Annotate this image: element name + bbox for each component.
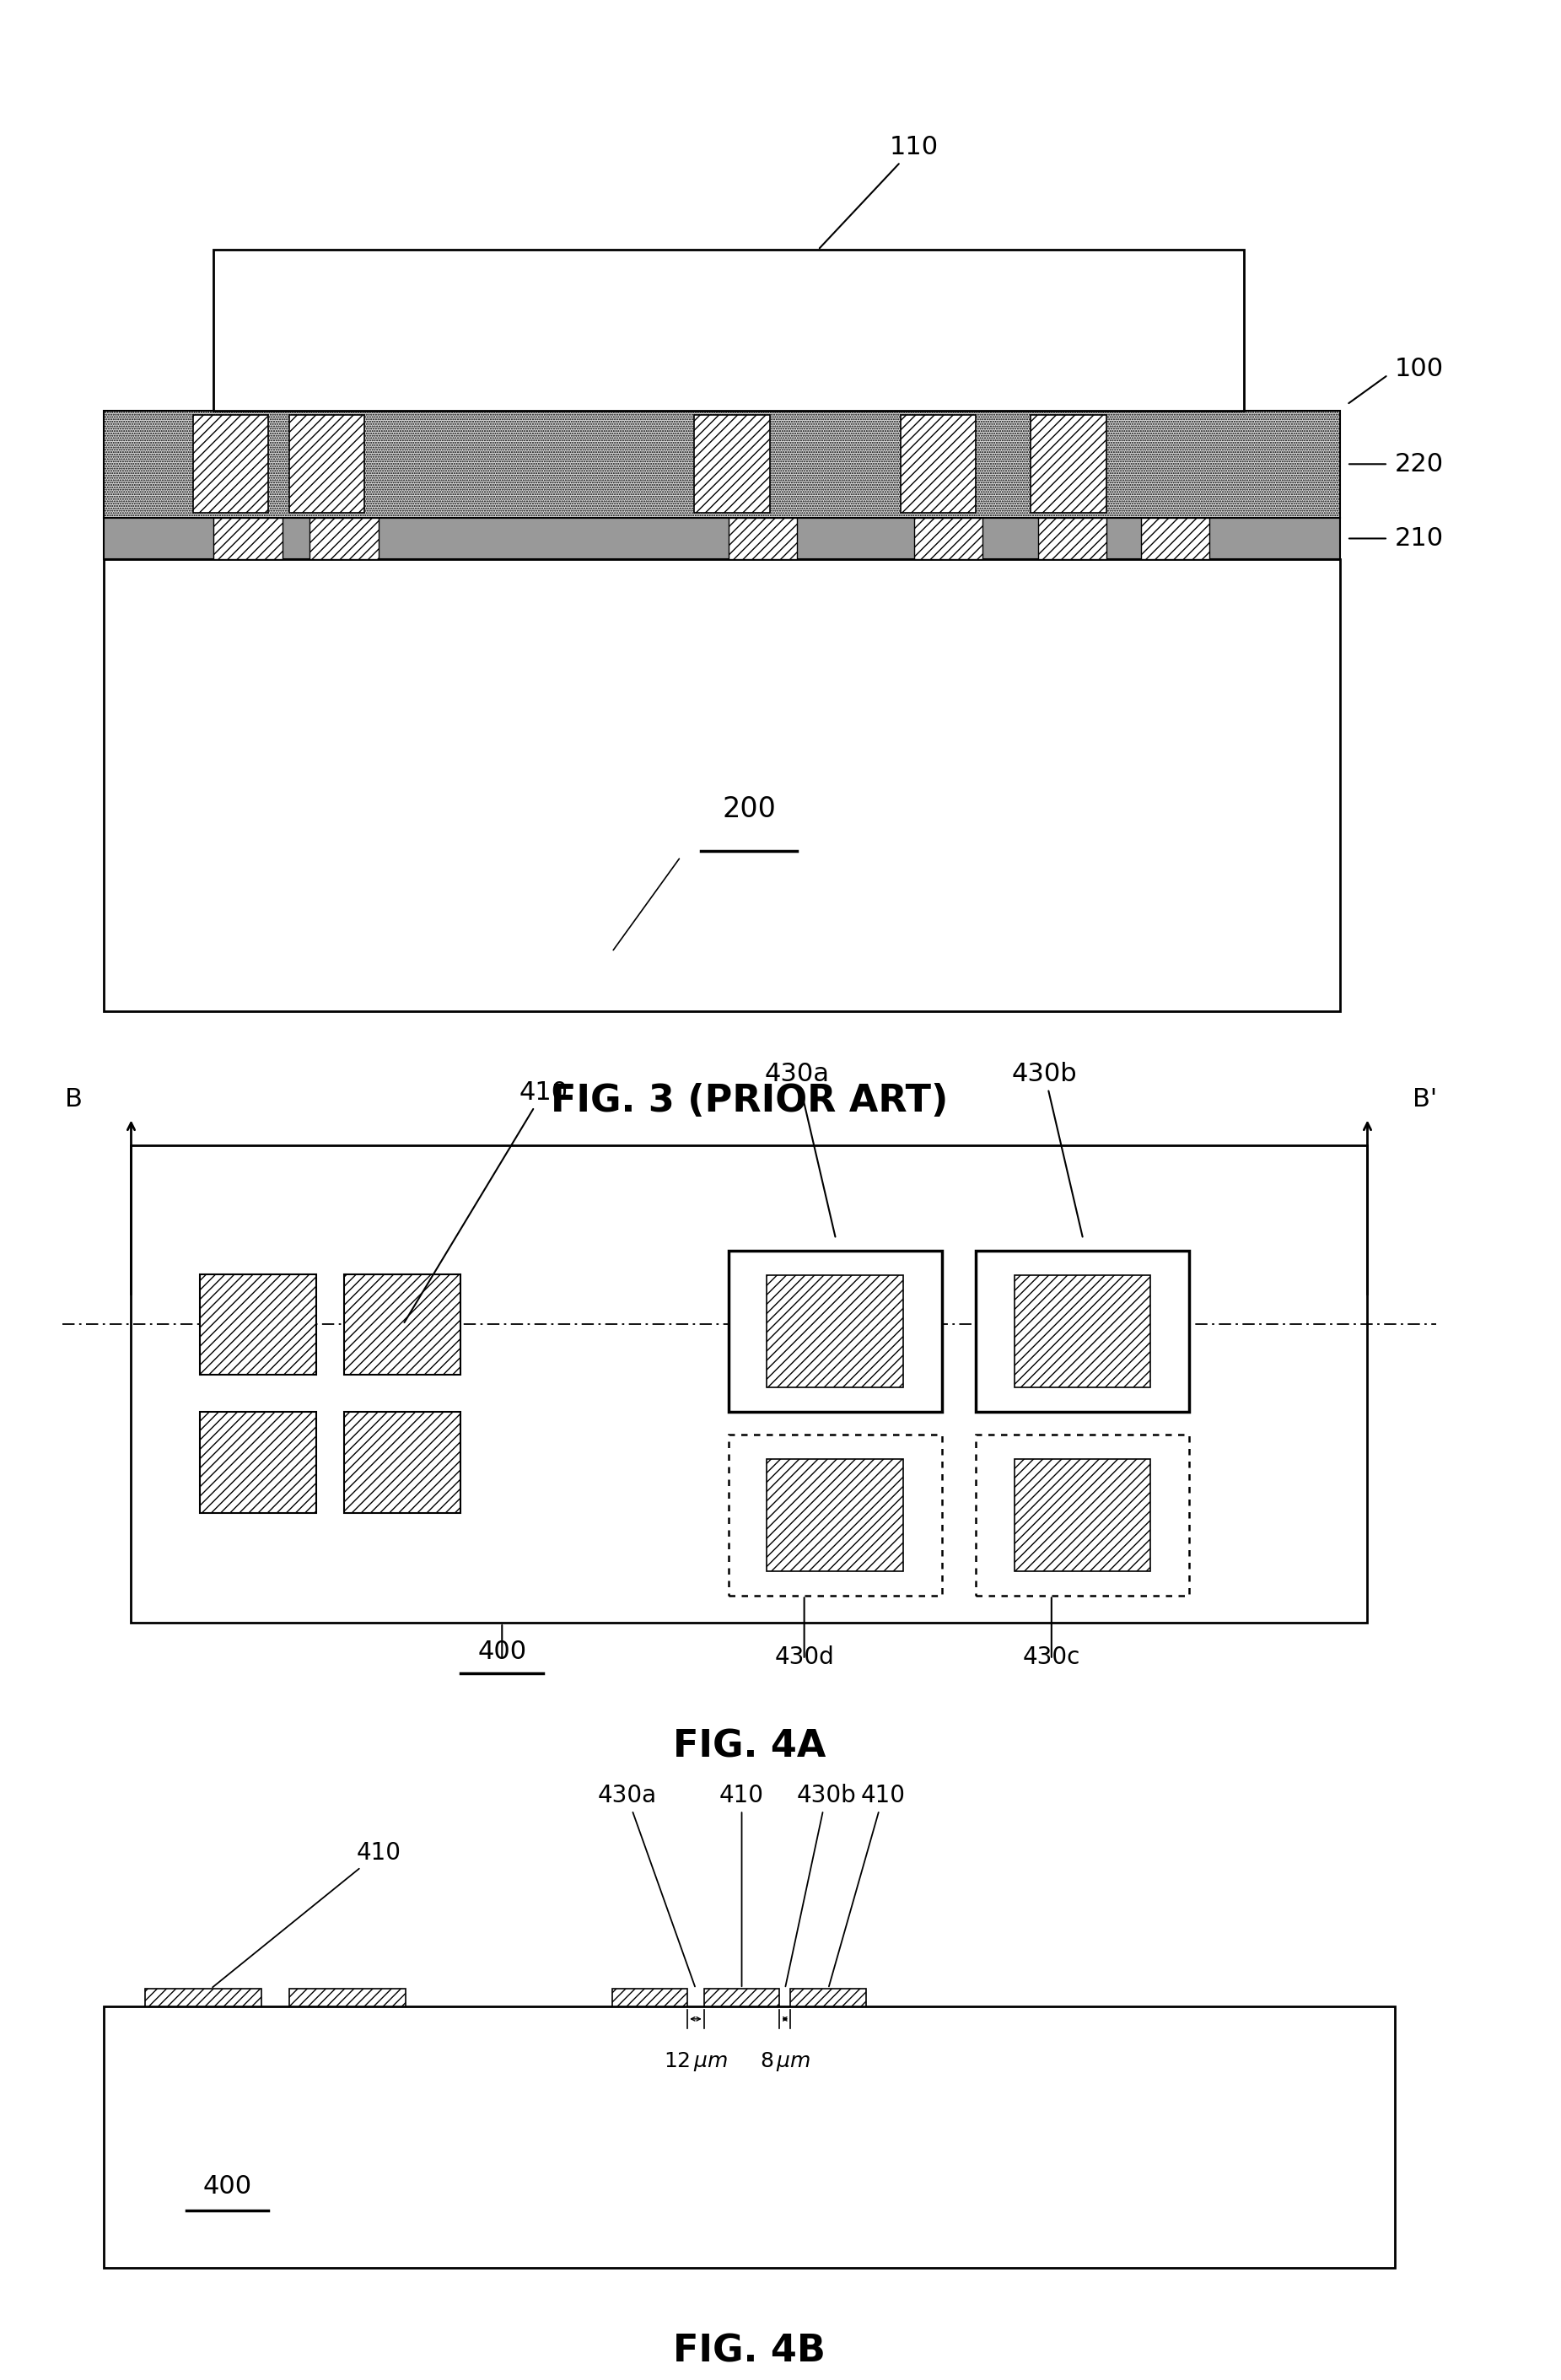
Bar	[103, 559, 1339, 1012]
Bar	[695, 414, 770, 512]
Text: 210: 210	[1396, 526, 1444, 550]
Text: 430d: 430d	[774, 1645, 834, 1668]
Bar	[103, 409, 1339, 516]
Bar	[289, 1990, 406, 2006]
Bar	[915, 519, 983, 559]
Bar	[1015, 1276, 1150, 1388]
Bar	[145, 1990, 262, 2006]
Text: B': B'	[1413, 1088, 1438, 1111]
Bar	[901, 414, 976, 512]
Text: 200: 200	[723, 795, 776, 823]
Text: 100: 100	[1396, 357, 1444, 381]
Bar	[200, 1273, 317, 1376]
Bar	[1141, 519, 1210, 559]
Text: 410: 410	[829, 1785, 905, 1987]
Text: 110: 110	[820, 136, 938, 248]
Bar	[200, 1411, 317, 1514]
Text: FIG. 3 (PRIOR ART): FIG. 3 (PRIOR ART)	[551, 1083, 948, 1119]
Bar	[729, 1435, 941, 1595]
Bar	[214, 250, 1244, 409]
Text: $12\,\mu m$: $12\,\mu m$	[663, 2049, 727, 2073]
Bar	[766, 1459, 904, 1571]
Text: $8\,\mu m$: $8\,\mu m$	[760, 2049, 810, 2073]
Text: 410: 410	[720, 1785, 763, 1987]
Bar	[729, 1252, 941, 1411]
Text: 220: 220	[1396, 452, 1444, 476]
Text: 430c: 430c	[1022, 1645, 1080, 1668]
Text: FIG. 4B: FIG. 4B	[673, 2332, 826, 2370]
Text: 430b: 430b	[785, 1785, 855, 1987]
Text: 430a: 430a	[765, 1061, 835, 1238]
Text: FIG. 4A: FIG. 4A	[673, 1728, 826, 1764]
Text: 430a: 430a	[598, 1785, 695, 1987]
Bar	[289, 414, 365, 512]
Bar	[103, 2006, 1396, 2268]
Bar	[103, 519, 1339, 559]
Bar	[1038, 519, 1107, 559]
Text: 400: 400	[478, 1640, 526, 1664]
Bar	[309, 519, 378, 559]
Text: 430b: 430b	[1012, 1061, 1082, 1238]
Text: 410: 410	[212, 1842, 401, 1987]
Bar	[214, 519, 283, 559]
Bar	[704, 1990, 779, 2006]
Bar	[194, 414, 268, 512]
Bar	[790, 1990, 866, 2006]
Bar	[612, 1990, 687, 2006]
Bar	[729, 519, 798, 559]
Bar	[1030, 414, 1107, 512]
Bar	[976, 1252, 1189, 1411]
Bar	[131, 1145, 1367, 1623]
Text: 400: 400	[203, 2173, 251, 2199]
Bar	[343, 1273, 460, 1376]
Bar	[976, 1435, 1189, 1595]
Text: B: B	[64, 1088, 83, 1111]
Bar	[1015, 1459, 1150, 1571]
Bar	[766, 1276, 904, 1388]
Text: 410: 410	[404, 1081, 568, 1323]
Bar	[343, 1411, 460, 1514]
